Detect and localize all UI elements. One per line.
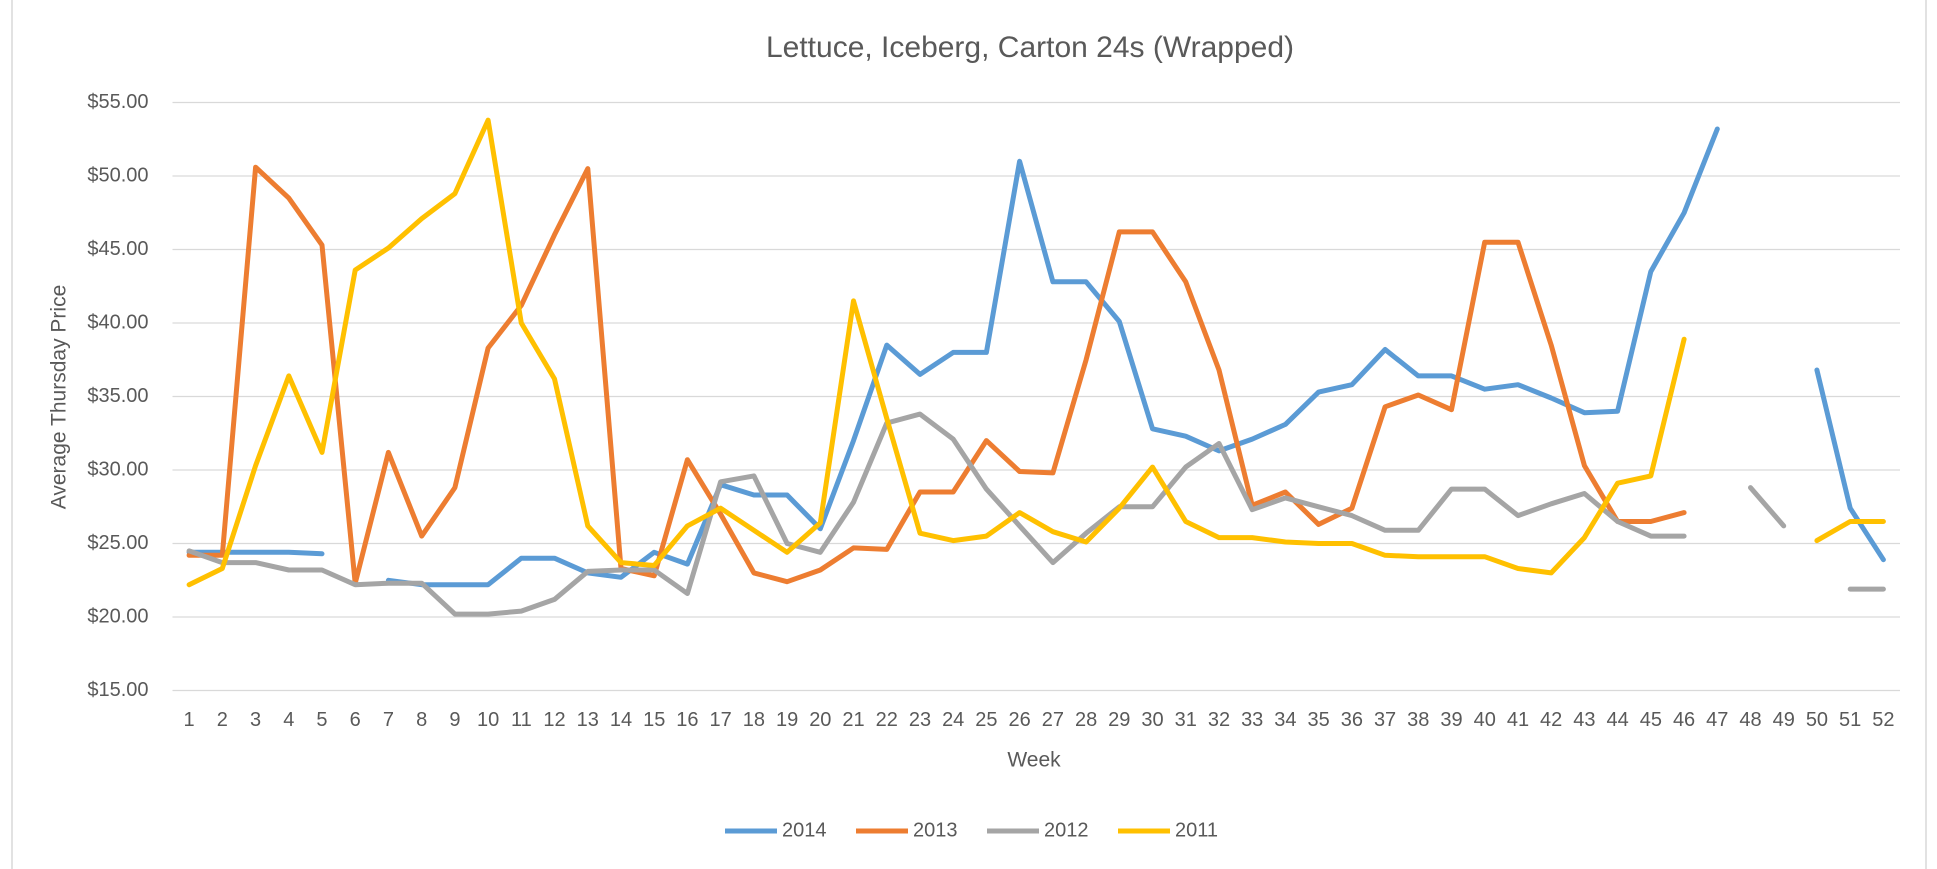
y-tick-label: $50.00 [87, 164, 148, 186]
x-tick-label: 48 [1739, 709, 1761, 731]
x-tick-label: 29 [1108, 709, 1130, 731]
x-tick-label: 1 [184, 709, 195, 731]
x-tick-label: 10 [477, 709, 499, 731]
x-tick-label: 45 [1640, 709, 1662, 731]
x-tick-label: 22 [876, 709, 898, 731]
x-tick-label: 6 [350, 709, 361, 731]
x-tick-label: 18 [743, 709, 765, 731]
x-tick-label: 4 [283, 709, 294, 731]
x-tick-label: 52 [1872, 709, 1894, 731]
legend-label: 2012 [1044, 819, 1089, 841]
x-tick-label: 41 [1507, 709, 1529, 731]
legend-label: 2014 [782, 819, 827, 841]
y-tick-label: $40.00 [87, 311, 148, 333]
y-axis-title: Average Thursday Price [48, 285, 71, 510]
x-tick-label: 13 [577, 709, 599, 731]
x-tick-label: 25 [975, 709, 997, 731]
series-line [186, 164, 1687, 586]
x-tick-label: 14 [610, 709, 632, 731]
x-tick-label: 7 [383, 709, 394, 731]
x-tick-label: 19 [776, 709, 798, 731]
x-tick-label: 12 [543, 709, 565, 731]
x-tick-label: 47 [1706, 709, 1728, 731]
x-tick-label: 8 [416, 709, 427, 731]
x-tick-label: 35 [1308, 709, 1330, 731]
x-tick-label: 21 [842, 709, 864, 731]
x-tick-label: 30 [1141, 709, 1163, 731]
y-tick-label: $30.00 [87, 458, 148, 480]
y-tick-label: $55.00 [87, 91, 148, 113]
x-tick-label: 28 [1075, 709, 1097, 731]
x-tick-label: 38 [1407, 709, 1429, 731]
x-tick-label: 51 [1839, 709, 1861, 731]
x-tick-label: 16 [676, 709, 698, 731]
x-tick-label: 23 [909, 709, 931, 731]
x-tick-label: 39 [1440, 709, 1462, 731]
x-tick-label: 36 [1341, 709, 1363, 731]
y-tick-label: $25.00 [87, 532, 148, 554]
chart-title: Lettuce, Iceberg, Carton 24s (Wrapped) [766, 31, 1294, 64]
x-tick-label: 3 [250, 709, 261, 731]
x-tick-label: 31 [1175, 709, 1197, 731]
x-tick-label: 40 [1474, 709, 1496, 731]
series-line [186, 411, 1886, 617]
x-tick-label: 46 [1673, 709, 1695, 731]
x-axis-title: Week [1007, 749, 1061, 772]
x-tick-label: 32 [1208, 709, 1230, 731]
x-tick-label: 26 [1009, 709, 1031, 731]
x-tick-label: 50 [1806, 709, 1828, 731]
x-tick-label: 37 [1374, 709, 1396, 731]
y-tick-label: $20.00 [87, 605, 148, 627]
y-tick-label: $15.00 [87, 679, 148, 701]
y-tick-label: $45.00 [87, 238, 148, 260]
x-tick-label: 34 [1274, 709, 1296, 731]
x-tick-label: 17 [710, 709, 732, 731]
legend-label: 2013 [913, 819, 958, 841]
x-tick-label: 42 [1540, 709, 1562, 731]
x-tick-label: 44 [1606, 709, 1628, 731]
x-tick-label: 5 [316, 709, 327, 731]
x-tick-label: 49 [1773, 709, 1795, 731]
x-tick-label: 15 [643, 709, 665, 731]
x-tick-label: 43 [1573, 709, 1595, 731]
series-line [186, 117, 1886, 588]
x-tick-label: 24 [942, 709, 964, 731]
x-tick-label: 11 [511, 709, 532, 731]
x-tick-label: 33 [1241, 709, 1263, 731]
series-line [186, 126, 1886, 588]
y-tick-label: $35.00 [87, 385, 148, 407]
legend-label: 2011 [1175, 819, 1218, 841]
x-tick-label: 2 [217, 709, 228, 731]
x-tick-label: 20 [809, 709, 831, 731]
x-tick-label: 9 [449, 709, 460, 731]
x-tick-label: 27 [1042, 709, 1064, 731]
